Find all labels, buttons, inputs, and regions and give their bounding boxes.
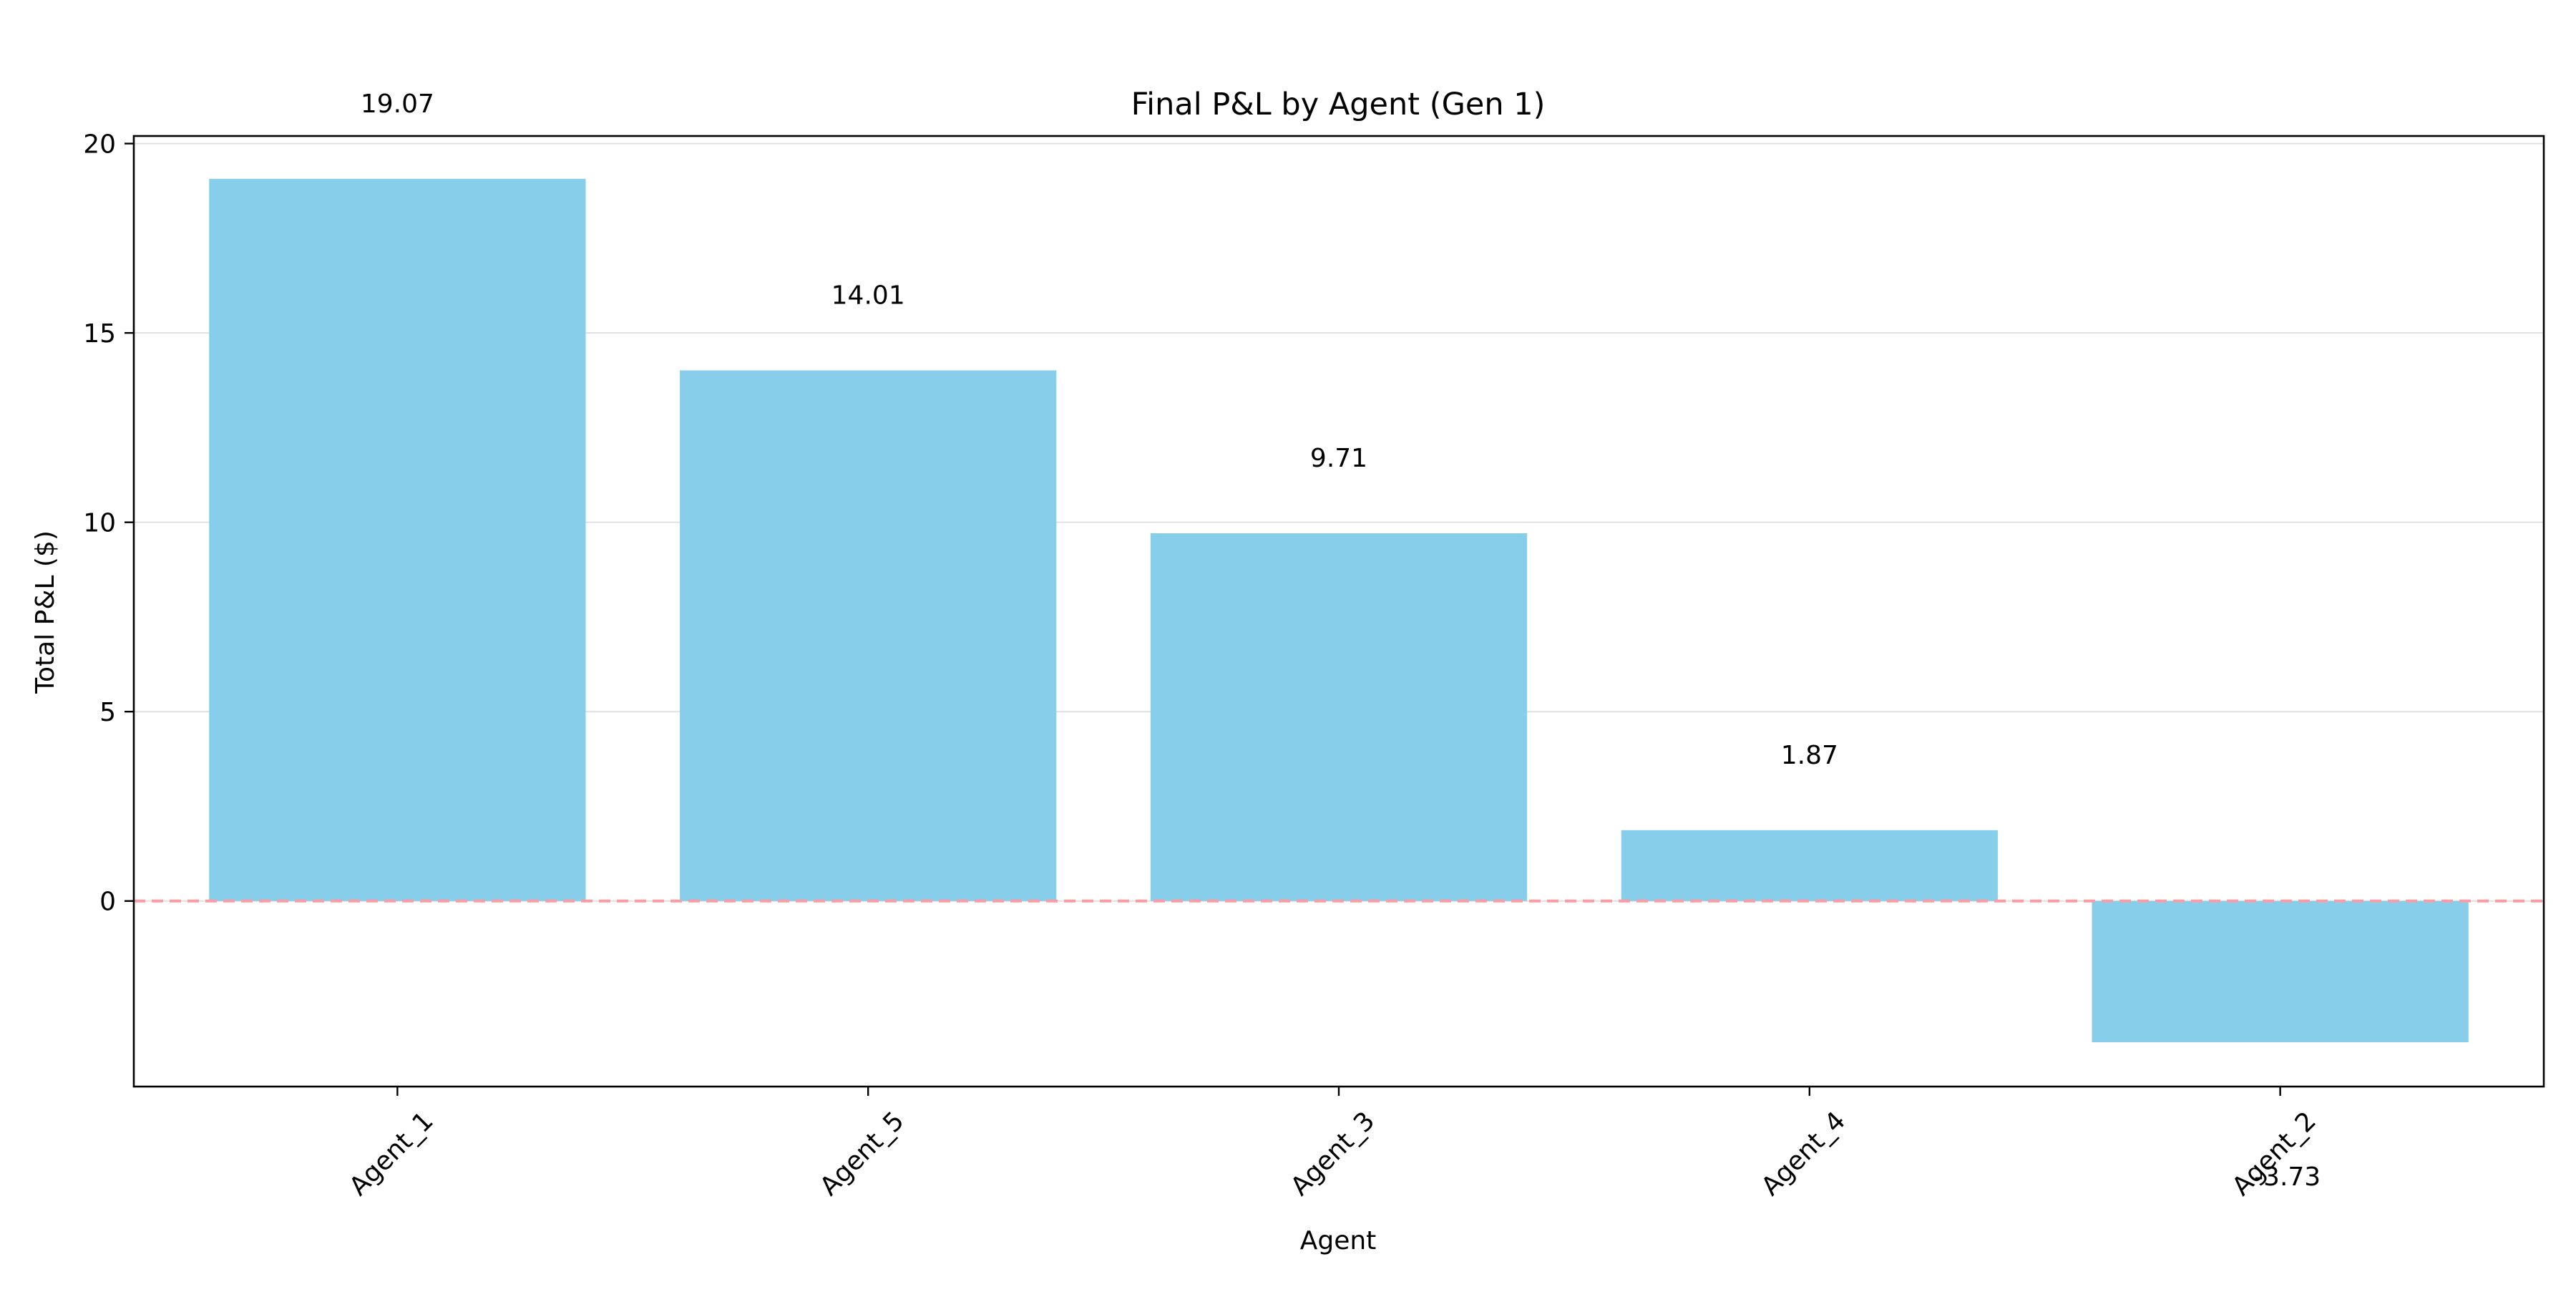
y-tick-label: 5 [99, 698, 116, 727]
bars-layer [209, 178, 2469, 1043]
bar-agent-5 [680, 370, 1057, 901]
y-tick-label: 0 [99, 888, 116, 917]
bar-agent-1 [209, 178, 586, 901]
bar-agent-4 [1621, 830, 1998, 901]
bar-agent-2 [2092, 900, 2469, 1043]
x-axis-label: Agent [1300, 1226, 1377, 1255]
y-axis-label: Total P&L ($) [31, 530, 60, 694]
y-tick-label: 20 [83, 130, 116, 160]
data-labels-layer: 19.07 14.01 9.71 1.87 -3.73 [361, 89, 2321, 1192]
x-tick-label: Agent_1 [343, 1106, 439, 1201]
x-tick-label: Agent_5 [814, 1106, 909, 1201]
y-tick-label: 10 [83, 509, 116, 538]
x-tick-label: Agent_3 [1285, 1106, 1380, 1201]
data-label: 1.87 [1781, 741, 1838, 770]
data-label: -3.73 [2254, 1162, 2321, 1192]
bar-agent-3 [1150, 533, 1528, 901]
data-label: 9.71 [1310, 444, 1367, 473]
data-label: 19.07 [361, 89, 434, 119]
y-tick-label: 15 [83, 319, 116, 349]
data-label: 14.01 [831, 281, 905, 311]
chart-title: Final P&L by Agent (Gen 1) [1131, 87, 1546, 122]
x-tick-label: Agent_4 [1756, 1106, 1851, 1201]
